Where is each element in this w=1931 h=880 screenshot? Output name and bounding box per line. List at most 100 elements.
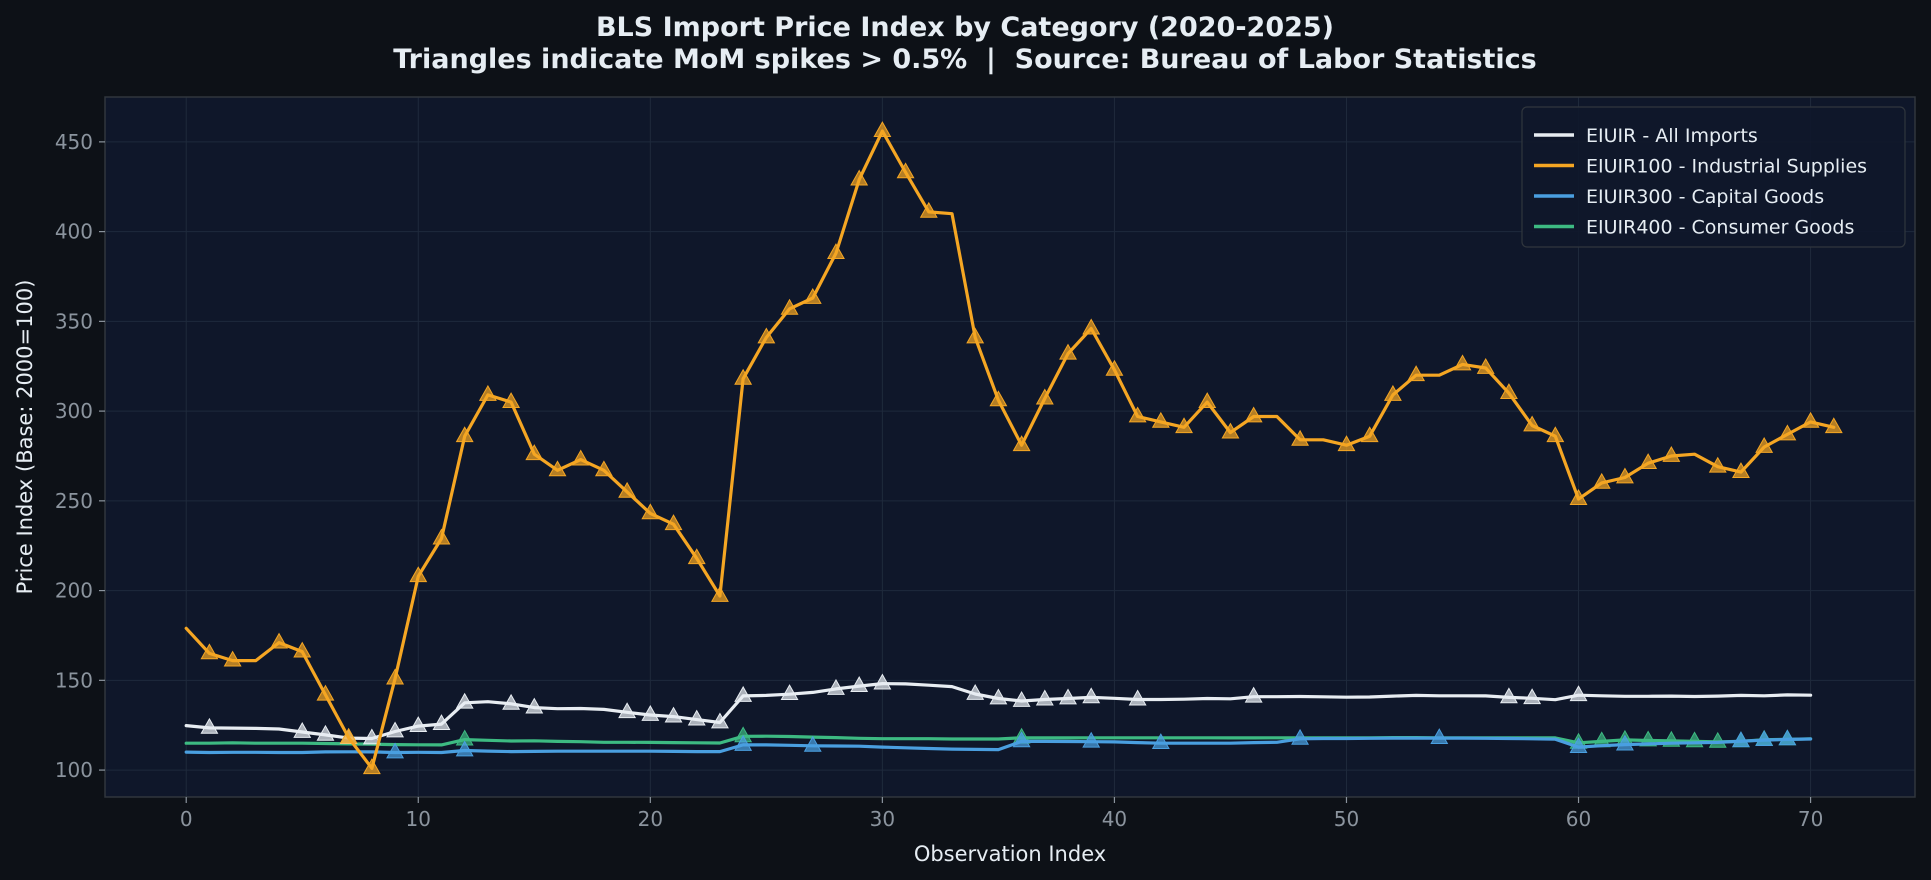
spike-marker <box>1244 406 1263 423</box>
spike-marker <box>1430 728 1449 745</box>
y-tick-label: 150 <box>55 668 93 692</box>
spike-marker <box>1499 383 1518 400</box>
x-tick-label: 70 <box>1798 807 1823 831</box>
spike-marker <box>757 327 776 344</box>
spike-marker <box>1615 467 1634 484</box>
spike-marker <box>502 392 521 409</box>
legend-item: EIUIR300 - Capital Goods <box>1534 186 1824 208</box>
spike-marker <box>432 714 451 731</box>
x-tick-label: 40 <box>1102 807 1127 831</box>
y-tick-label: 300 <box>55 399 93 423</box>
spike-marker <box>1383 384 1402 401</box>
spike-marker <box>850 169 869 186</box>
spike-marker <box>432 528 451 545</box>
spike-marker <box>455 426 474 443</box>
spike-marker <box>1499 687 1518 704</box>
legend-item: EIUIR - All Imports <box>1534 125 1758 147</box>
spike-marker <box>1732 731 1750 748</box>
spike-marker <box>1291 429 1310 446</box>
spike-marker <box>502 693 521 710</box>
spike-marker <box>664 514 683 531</box>
spike-marker <box>1615 734 1634 751</box>
spike-marker <box>827 678 845 695</box>
spike-marker <box>525 444 544 461</box>
spike-marker <box>1082 731 1101 748</box>
legend-box <box>1521 106 1906 248</box>
spike-marker <box>362 758 381 775</box>
x-tick-label: 50 <box>1334 807 1359 831</box>
spike-marker <box>339 727 358 744</box>
spike-marker <box>409 716 428 733</box>
series-1-group <box>184 121 1843 775</box>
spike-marker <box>200 643 219 660</box>
spike-marker <box>455 692 474 709</box>
spike-marker <box>1128 689 1147 706</box>
spike-marker <box>386 742 405 759</box>
spike-marker <box>270 632 288 649</box>
spike-marker <box>223 650 242 667</box>
spike-marker <box>386 721 405 738</box>
spike-marker <box>873 673 892 690</box>
spike-marker <box>1012 690 1031 707</box>
spike-marker <box>316 684 335 701</box>
spike-marker <box>641 503 660 520</box>
chart-subtitle: Triangles indicate MoM spikes > 0.5% | S… <box>393 44 1537 75</box>
spike-marker <box>1035 388 1054 405</box>
legend-label: EIUIR300 - Capital Goods <box>1586 186 1824 208</box>
spike-marker <box>1453 354 1472 371</box>
spike-marker <box>734 685 753 702</box>
spike-marker <box>687 709 706 726</box>
spike-marker <box>734 734 753 751</box>
spike-marker <box>455 740 474 757</box>
spike-marker <box>1012 731 1031 748</box>
spike-marker <box>641 704 660 721</box>
spike-marker <box>1407 365 1426 382</box>
spike-marker <box>1824 417 1843 434</box>
spike-marker <box>1221 422 1240 439</box>
spike-marker <box>1708 456 1727 473</box>
legend-label: EIUIR400 - Consumer Goods <box>1586 217 1854 239</box>
spike-marker <box>293 722 312 738</box>
series-line <box>184 736 1813 755</box>
spike-marker <box>1082 687 1101 704</box>
spike-marker <box>664 706 683 723</box>
spike-marker <box>873 121 892 138</box>
spike-marker <box>919 201 938 218</box>
spike-marker <box>1360 426 1379 443</box>
spike-marker <box>571 449 590 466</box>
series-2-group <box>184 728 1813 759</box>
spike-marker <box>1337 435 1356 452</box>
spike-marker <box>293 641 312 658</box>
spike-marker <box>1569 489 1588 505</box>
spike-marker <box>989 390 1008 407</box>
legend-item: EIUIR400 - Consumer Goods <box>1534 217 1854 239</box>
y-tick-label: 400 <box>55 220 93 244</box>
spike-marker <box>710 712 729 729</box>
spike-marker <box>850 676 869 692</box>
spike-marker <box>1592 472 1611 489</box>
spike-marker <box>710 585 729 602</box>
spike-marker <box>548 460 567 477</box>
spike-marker <box>1151 733 1170 750</box>
spike-marker <box>362 728 381 745</box>
x-tick-label: 10 <box>406 807 431 831</box>
x-tick-label: 30 <box>870 807 895 831</box>
spike-marker <box>1012 435 1031 452</box>
y-tick-label: 200 <box>55 579 93 603</box>
spike-marker <box>734 368 753 385</box>
spike-marker <box>687 548 706 565</box>
spike-marker <box>1151 411 1170 428</box>
spike-marker <box>989 688 1008 705</box>
spike-marker <box>966 683 985 700</box>
spike-marker <box>1523 415 1542 432</box>
chart-title: BLS Import Price Index by Category (2020… <box>596 12 1334 43</box>
y-tick-label: 350 <box>55 309 93 333</box>
spike-marker <box>1569 737 1588 754</box>
spike-marker <box>525 697 544 714</box>
spike-marker <box>409 566 428 583</box>
spike-marker <box>1755 730 1774 747</box>
x-tick-label: 20 <box>638 807 663 831</box>
spike-marker <box>1569 685 1588 702</box>
spike-marker <box>1035 689 1054 706</box>
